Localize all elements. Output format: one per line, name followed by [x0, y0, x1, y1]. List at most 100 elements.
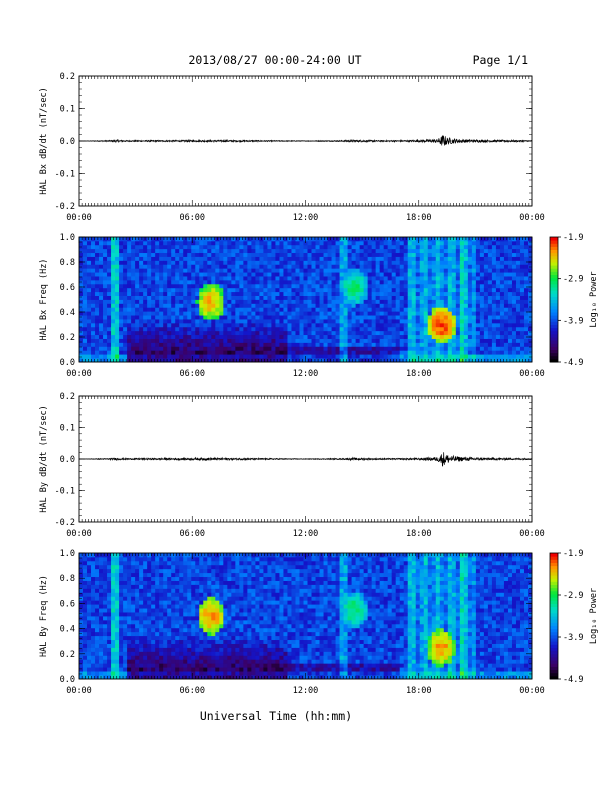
spectrogram-cell — [507, 248, 513, 254]
spectrogram-cell — [395, 326, 401, 332]
spectrogram-cell — [79, 655, 84, 660]
spectrogram-cell — [323, 338, 328, 343]
spectrogram-cell — [491, 244, 497, 250]
spectrogram-cell — [507, 330, 513, 336]
spectrogram-cell — [347, 256, 352, 261]
spectrogram-cell — [263, 350, 268, 355]
colorbar-segment — [550, 265, 558, 269]
spectrogram-cell — [87, 667, 92, 672]
spectrogram-cell — [515, 237, 521, 242]
spectrogram-cell — [407, 315, 413, 320]
spectrogram-cell — [459, 295, 465, 300]
spectrogram-cell — [271, 334, 276, 339]
spectrogram-cell — [463, 338, 469, 343]
trace-line — [79, 134, 533, 146]
spectrogram-cell — [271, 237, 276, 242]
spectrogram-cell — [475, 283, 481, 289]
spectrogram-cell — [79, 580, 84, 585]
spectrogram-cell — [99, 572, 104, 578]
spectrogram-cell — [435, 346, 441, 351]
spectrogram-cell — [471, 256, 477, 261]
spectrogram-cell — [527, 256, 533, 261]
spectrogram-cell — [123, 330, 128, 336]
spectrogram-cell — [471, 244, 477, 250]
spectrogram-cell — [439, 283, 445, 289]
spectrogram-cell — [87, 631, 92, 637]
spectrogram-cell — [479, 354, 485, 359]
spectrogram-cell — [83, 287, 88, 293]
spectrogram-cell — [299, 268, 304, 273]
spectrogram-cell — [475, 299, 481, 304]
spectrogram-cell — [467, 354, 473, 359]
spectrogram-cell — [331, 334, 336, 339]
spectrogram-cell — [203, 283, 208, 289]
spectrogram-cell — [79, 330, 84, 336]
spectrogram-cell — [503, 319, 509, 324]
spectrogram-cell — [279, 244, 284, 250]
spectrogram-cell — [227, 240, 232, 246]
spectrogram-cell — [271, 354, 276, 359]
spectrogram-cell — [239, 279, 244, 285]
spectrogram-cell — [319, 287, 324, 293]
spectrogram-cell — [191, 283, 196, 289]
spectrogram-cell — [91, 659, 96, 664]
spectrogram-cell — [379, 279, 385, 285]
spectrogram-cell — [99, 588, 104, 593]
spectrogram-cell — [259, 330, 264, 336]
spectrogram-cell — [251, 237, 256, 242]
spectrogram-cell — [187, 334, 192, 339]
spectrogram-cell — [435, 315, 441, 320]
spectrogram-cell — [335, 283, 340, 289]
spectrogram-cell — [79, 584, 84, 589]
spectrogram-cell — [103, 272, 108, 277]
spectrogram-cell — [227, 322, 232, 328]
spectrogram-cell — [343, 330, 348, 336]
spectrogram-cell — [499, 295, 505, 300]
spectrogram-cell — [79, 619, 84, 625]
spectrogram-cell — [327, 303, 332, 308]
spectrogram-cell — [387, 315, 393, 320]
spectrogram-cell — [283, 272, 288, 277]
spectrogram-cell — [331, 279, 336, 285]
spectrogram-cell — [527, 299, 533, 304]
spectrogram-cell — [147, 350, 152, 355]
spectrogram-cell — [427, 354, 433, 359]
spectrogram-cell — [339, 346, 344, 351]
spectrogram-cell — [271, 342, 276, 347]
spectrogram-cell — [263, 252, 268, 257]
spectrogram-cell — [323, 322, 328, 328]
spectrogram-cell — [395, 283, 401, 289]
spectrogram-cell — [503, 311, 509, 316]
spectrogram-cell — [383, 311, 389, 316]
spectrogram-cell — [259, 346, 264, 351]
spectrogram-cell — [231, 264, 236, 269]
colorbar-segment — [550, 277, 558, 282]
spectrogram-cell — [99, 671, 104, 676]
spectrogram-cell — [187, 342, 192, 347]
spectrogram-cell — [167, 260, 172, 265]
spectrogram-cell — [439, 252, 445, 257]
spectrogram-cell — [271, 299, 276, 304]
spectrogram-cell — [91, 580, 96, 585]
spectrogram-cell — [83, 588, 88, 593]
spectrogram-cell — [299, 240, 304, 246]
spectrogram-cell — [283, 237, 288, 242]
spectrogram-cell — [219, 319, 224, 324]
spectrogram-cell — [427, 283, 433, 289]
spectrogram-cell — [383, 248, 389, 254]
spectrogram-cell — [83, 252, 88, 257]
spectrogram-cell — [359, 338, 365, 343]
spectrogram-cell — [411, 295, 417, 300]
spectrogram-cell — [383, 260, 389, 265]
spectrogram-cell — [475, 346, 481, 351]
spectrogram-cell — [371, 326, 377, 332]
spectrogram-cell — [79, 564, 84, 570]
spectrogram-cell — [487, 295, 493, 300]
spectrogram-cell — [339, 260, 344, 265]
spectrogram-cell — [419, 260, 425, 265]
spectrogram-cell — [167, 276, 172, 281]
spectrogram-cell — [479, 326, 485, 332]
spectrogram-cell — [79, 240, 84, 246]
spectrogram-cell — [503, 330, 509, 336]
spectrogram-cell — [411, 334, 417, 339]
